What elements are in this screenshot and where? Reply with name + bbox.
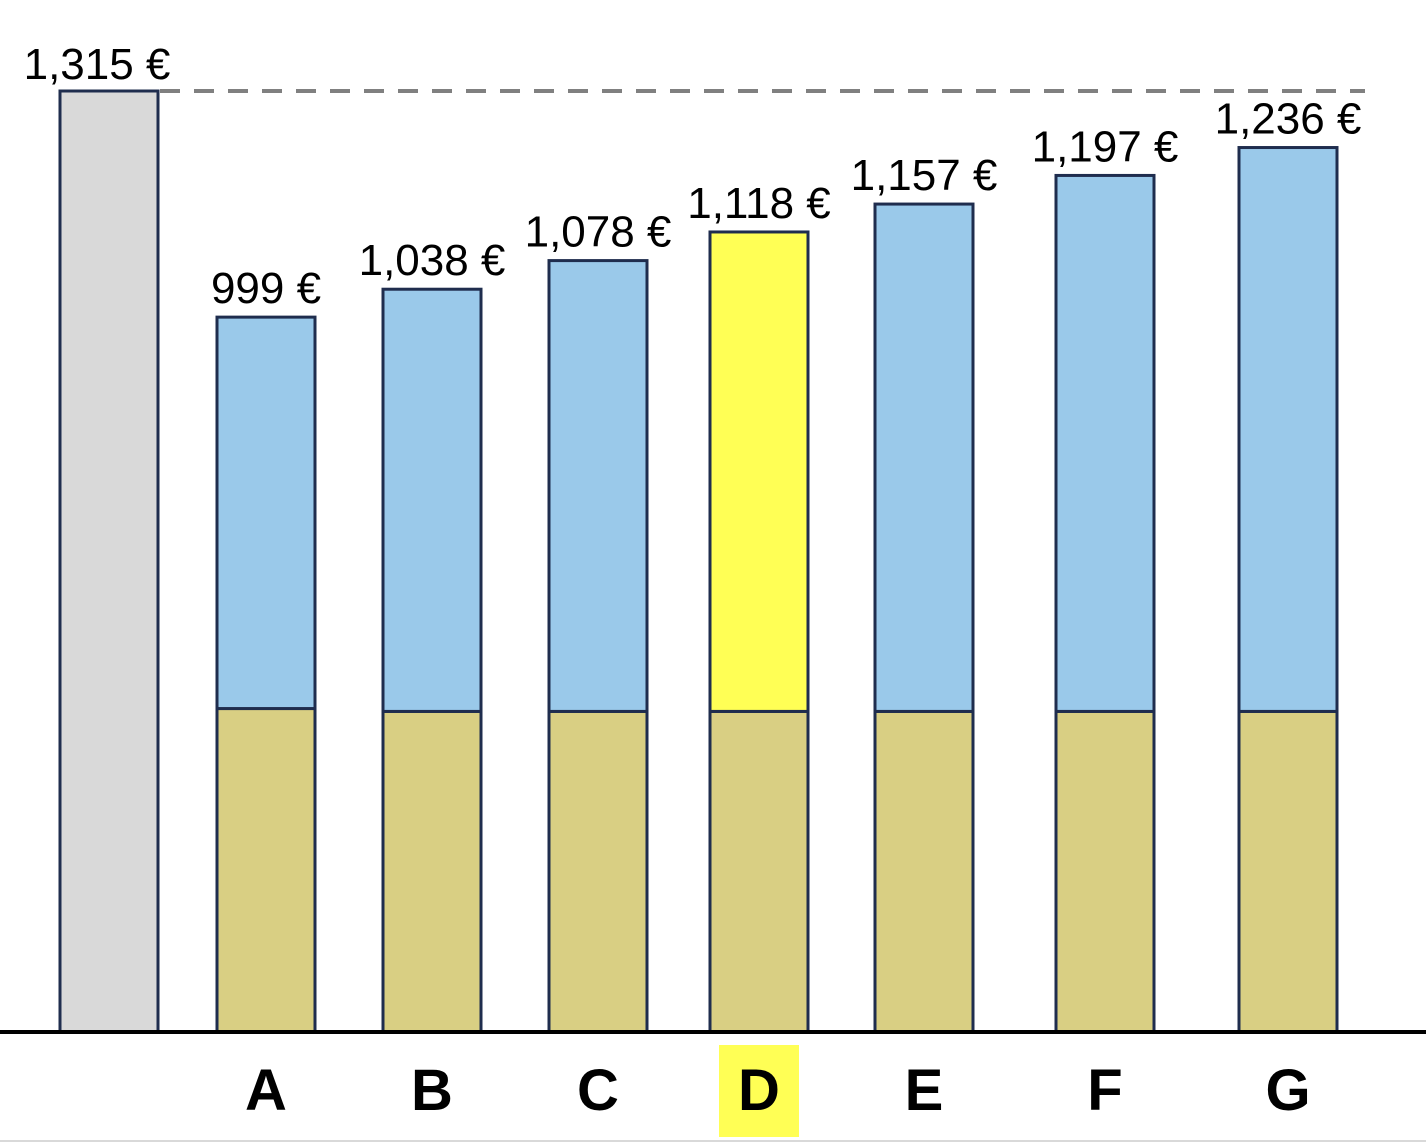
bar-F-total-label: 1,197 € (1032, 122, 1179, 171)
category-label-B: B (411, 1058, 453, 1123)
bars-group: 999 € 1,038 € 1,078 € 1,118 € 1,157 € 1,197 €… (211, 95, 1362, 1034)
category-label-F: F (1087, 1058, 1122, 1123)
category-label-G: G (1265, 1058, 1310, 1123)
reference-bar-label: 1,315 € (24, 40, 171, 89)
category-label-C: C (577, 1058, 619, 1123)
bar-D-total-label: 1,118 € (687, 179, 831, 228)
bar-B-total-label: 1,038 € (359, 236, 506, 285)
bar-F-segment-2 (1054, 173, 1156, 713)
bar-G-segment-1 (1237, 709, 1339, 1034)
category-labels-group: A B C D E F G (245, 1045, 1311, 1137)
bar-G-segment-2 (1237, 146, 1339, 713)
bar-C-segment-1 (547, 709, 649, 1034)
bar-A-segment-1 (215, 707, 317, 1034)
bar-D-segment-1 (708, 709, 810, 1034)
bar-A-segment-2 (215, 315, 317, 711)
bar-E-total-label: 1,157 € (851, 151, 998, 200)
bar-A-total-label: 999 € (211, 264, 321, 313)
bar-B-segment-1 (381, 709, 483, 1034)
bar-C-segment-2 (547, 259, 649, 713)
bar-F-segment-1 (1054, 709, 1156, 1034)
category-label-D: D (738, 1058, 780, 1123)
category-D-highlight (719, 1045, 799, 1137)
bar-E-segment-1 (873, 709, 975, 1034)
category-label-A: A (245, 1058, 287, 1123)
bar-E-segment-2 (873, 202, 975, 713)
category-label-E: E (905, 1058, 944, 1123)
bar-C-total-label: 1,078 € (525, 208, 672, 257)
reference-bar (58, 89, 160, 1034)
bar-D-segment-2 (708, 230, 810, 713)
bar-B-segment-2 (381, 287, 483, 713)
bar-G-total-label: 1,236 € (1215, 95, 1362, 144)
